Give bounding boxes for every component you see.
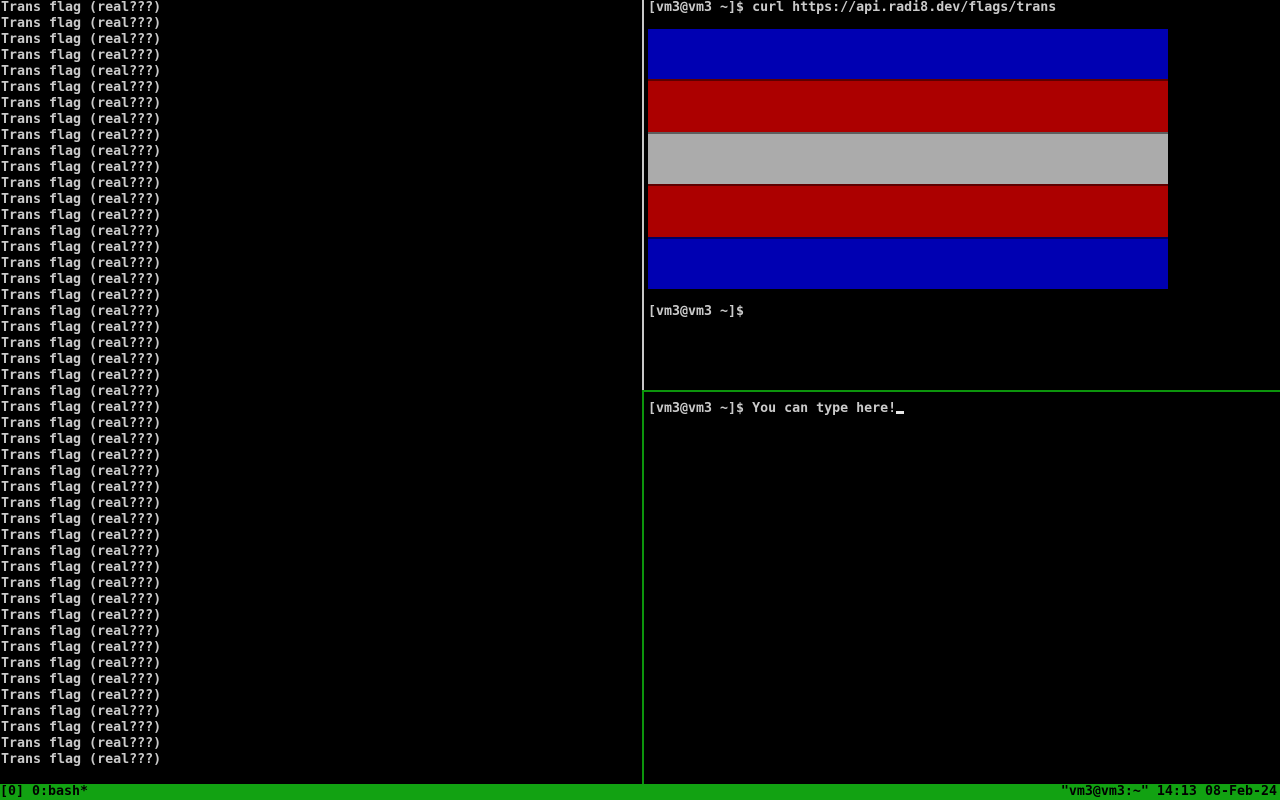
left-pane-line: Trans flag (real???)	[1, 688, 162, 703]
left-pane-line: Trans flag (real???)	[1, 704, 162, 719]
typed-text: [vm3@vm3 ~]$ You can type here!	[648, 401, 897, 416]
left-pane-line: Trans flag (real???)	[1, 544, 162, 559]
status-window-list[interactable]: [0] 0:bash*	[0, 784, 89, 799]
bottom-right-pane-active[interactable]: [vm3@vm3 ~]$ You can type here!	[648, 400, 1280, 784]
left-pane-line: Trans flag (real???)	[1, 112, 162, 127]
curl-command-line: [vm3@vm3 ~]$ curl https://api.radi8.dev/…	[648, 0, 1057, 15]
left-pane-line: Trans flag (real???)	[1, 240, 162, 255]
left-pane-line: Trans flag (real???)	[1, 672, 162, 687]
active-prompt-line: [vm3@vm3 ~]$ You can type here!	[648, 400, 1280, 416]
left-pane-line: Trans flag (real???)	[1, 128, 162, 143]
left-pane-line: Trans flag (real???)	[1, 272, 162, 287]
shell-prompt: [vm3@vm3 ~]$	[648, 304, 745, 319]
left-pane-line: Trans flag (real???)	[1, 384, 162, 399]
left-pane-line: Trans flag (real???)	[1, 464, 162, 479]
left-pane-line: Trans flag (real???)	[1, 320, 162, 335]
left-pane-line: Trans flag (real???)	[1, 144, 162, 159]
status-right-info: "vm3@vm3:~" 14:13 08-Feb-24	[1060, 784, 1277, 799]
top-right-pane[interactable]: [vm3@vm3 ~]$ curl https://api.radi8.dev/…	[648, 0, 1280, 384]
left-pane[interactable]: Trans flag (real???) Trans flag (real???)…	[0, 0, 640, 784]
left-pane-line: Trans flag (real???)	[1, 432, 162, 447]
left-pane-line: Trans flag (real???)	[1, 304, 162, 319]
left-pane-line: Trans flag (real???)	[1, 48, 162, 63]
left-pane-line: Trans flag (real???)	[1, 512, 162, 527]
left-pane-line: Trans flag (real???)	[1, 736, 162, 751]
tmux-status-bar: [0] 0:bash* "vm3@vm3:~" 14:13 08-Feb-24	[0, 784, 1280, 800]
flag-stripe	[648, 131, 1168, 185]
left-pane-line: Trans flag (real???)	[1, 656, 162, 671]
flag-stripe	[648, 184, 1168, 237]
left-pane-line: Trans flag (real???)	[1, 64, 162, 79]
terminal-cursor[interactable]	[896, 400, 905, 414]
left-pane-line: Trans flag (real???)	[1, 80, 162, 95]
left-pane-line: Trans flag (real???)	[1, 480, 162, 495]
flag-stripe	[648, 79, 1168, 132]
flag-stripe	[648, 29, 1168, 80]
pane-divider-vertical-active[interactable]	[642, 390, 644, 784]
left-pane-line: Trans flag (real???)	[1, 576, 162, 591]
left-pane-line: Trans flag (real???)	[1, 416, 162, 431]
left-pane-line: Trans flag (real???)	[1, 400, 162, 415]
pane-divider-vertical-inactive[interactable]	[642, 0, 644, 390]
left-pane-line: Trans flag (real???)	[1, 288, 162, 303]
left-pane-line: Trans flag (real???)	[1, 16, 162, 31]
left-pane-line: Trans flag (real???)	[1, 176, 162, 191]
left-pane-line: Trans flag (real???)	[1, 224, 162, 239]
trans-flag-image	[648, 29, 1168, 290]
left-pane-line: Trans flag (real???)	[1, 560, 162, 575]
pane-divider-horizontal-active[interactable]	[644, 390, 1280, 392]
left-pane-line: Trans flag (real???)	[1, 528, 162, 543]
left-pane-line: Trans flag (real???)	[1, 592, 162, 607]
left-pane-line: Trans flag (real???)	[1, 0, 162, 15]
left-pane-line: Trans flag (real???)	[1, 336, 162, 351]
left-pane-line: Trans flag (real???)	[1, 720, 162, 735]
left-pane-line: Trans flag (real???)	[1, 368, 162, 383]
left-pane-line: Trans flag (real???)	[1, 608, 162, 623]
flag-stripe	[648, 236, 1168, 290]
left-pane-line: Trans flag (real???)	[1, 448, 162, 463]
left-pane-line: Trans flag (real???)	[1, 192, 162, 207]
left-pane-line: Trans flag (real???)	[1, 256, 162, 271]
left-pane-line: Trans flag (real???)	[1, 752, 162, 767]
left-pane-line: Trans flag (real???)	[1, 160, 162, 175]
left-pane-line: Trans flag (real???)	[1, 640, 162, 655]
left-pane-line: Trans flag (real???)	[1, 624, 162, 639]
left-pane-line: Trans flag (real???)	[1, 96, 162, 111]
left-pane-line: Trans flag (real???)	[1, 32, 162, 47]
left-pane-line: Trans flag (real???)	[1, 208, 162, 223]
left-pane-line: Trans flag (real???)	[1, 352, 162, 367]
left-pane-line: Trans flag (real???)	[1, 496, 162, 511]
